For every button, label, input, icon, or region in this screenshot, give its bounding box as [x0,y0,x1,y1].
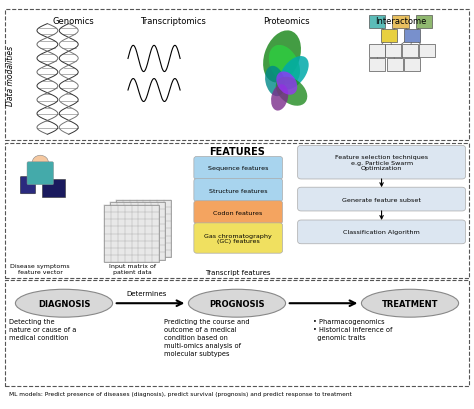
Ellipse shape [276,78,307,106]
Text: Transcript features: Transcript features [205,269,271,275]
Ellipse shape [265,67,285,97]
FancyBboxPatch shape [110,203,165,260]
Text: Codon features: Codon features [213,210,263,215]
FancyBboxPatch shape [104,205,159,263]
FancyBboxPatch shape [369,59,385,72]
Text: Feature selection techniques
e.g. Particle Swarm
Optimization: Feature selection techniques e.g. Partic… [335,155,428,171]
Text: Disease symptoms
feature vector: Disease symptoms feature vector [10,263,70,274]
FancyBboxPatch shape [404,59,420,72]
Ellipse shape [269,46,300,85]
FancyBboxPatch shape [381,30,397,43]
FancyBboxPatch shape [42,180,65,197]
Text: Proteomics: Proteomics [264,17,310,26]
Text: Classification Algorithm: Classification Algorithm [343,230,420,235]
Text: Determines: Determines [127,290,167,296]
FancyBboxPatch shape [392,16,409,29]
Text: • Pharmacogenomics
• Historical inference of
  genomic traits: • Pharmacogenomics • Historical inferenc… [313,318,392,340]
Text: Gas chromatography
(GC) features: Gas chromatography (GC) features [204,233,272,244]
Ellipse shape [188,290,285,317]
FancyBboxPatch shape [194,223,283,254]
Text: Predicting the course and
outcome of a medical
condition based on
multi-omics an: Predicting the course and outcome of a m… [164,318,249,356]
Text: Detecting the
nature or cause of a
medical condition: Detecting the nature or cause of a medic… [9,318,76,340]
FancyBboxPatch shape [402,45,418,58]
Text: TREATMENT: TREATMENT [382,299,438,308]
FancyBboxPatch shape [404,30,420,43]
FancyBboxPatch shape [419,45,435,58]
Ellipse shape [361,290,458,317]
FancyBboxPatch shape [194,201,283,224]
Text: Sequence features: Sequence features [208,166,268,171]
FancyBboxPatch shape [116,200,171,258]
Text: DIAGNOSIS: DIAGNOSIS [38,299,90,308]
Ellipse shape [263,31,301,83]
Text: FEATURES: FEATURES [209,147,265,157]
FancyBboxPatch shape [298,220,465,244]
Text: PROGNOSIS: PROGNOSIS [209,299,265,308]
Text: Interactome: Interactome [375,17,426,26]
FancyBboxPatch shape [194,179,283,202]
FancyBboxPatch shape [20,177,36,194]
Ellipse shape [276,72,297,95]
Ellipse shape [271,85,288,111]
Text: ML models: Predict presence of diseases (diagnosis), predict survival (prognosis: ML models: Predict presence of diseases … [9,391,352,396]
Text: Data modalities: Data modalities [6,46,15,106]
FancyBboxPatch shape [387,59,403,72]
Text: Transcriptomics: Transcriptomics [140,17,206,26]
Text: Input matrix of
patient data: Input matrix of patient data [109,263,156,274]
FancyBboxPatch shape [369,16,385,29]
FancyBboxPatch shape [369,45,385,58]
Ellipse shape [32,156,49,171]
FancyBboxPatch shape [298,146,465,180]
FancyBboxPatch shape [298,188,465,211]
Text: Structure features: Structure features [209,188,267,193]
Ellipse shape [279,57,309,90]
Ellipse shape [16,290,112,317]
FancyBboxPatch shape [27,162,54,185]
Text: Genomics: Genomics [53,17,94,26]
FancyBboxPatch shape [194,157,283,180]
Text: Generate feature subset: Generate feature subset [342,197,421,202]
FancyBboxPatch shape [385,45,401,58]
FancyBboxPatch shape [416,16,432,29]
